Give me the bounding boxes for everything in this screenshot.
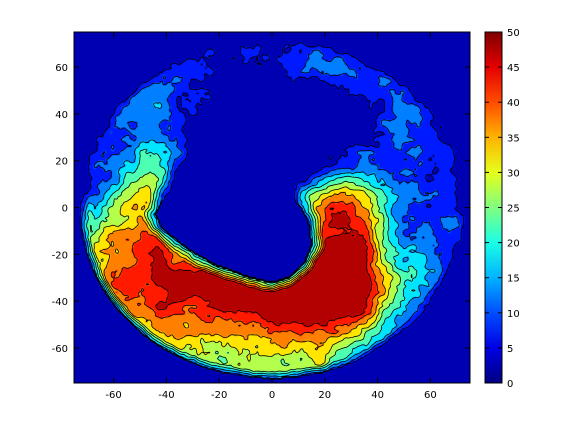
y-tick-label: -40 — [52, 297, 68, 308]
x-tick-label: 60 — [424, 390, 437, 401]
colorbar-tick-label: 0 — [507, 379, 513, 390]
contour-lines — [79, 42, 464, 380]
contour-field — [74, 32, 470, 383]
y-tick-label: 40 — [55, 110, 68, 121]
colorbar-tick-label: 35 — [507, 133, 520, 144]
colorbar-tick-label: 45 — [507, 63, 520, 74]
colorbar-tick-label: 40 — [507, 98, 520, 109]
colorbar-ticks: 0 5 10 15 20 25 30 35 40 45 50 — [485, 28, 520, 390]
x-axis-ticks: -60 -40 -20 0 20 40 60 — [105, 32, 437, 401]
y-axis-ticks: -60 -40 -20 0 20 40 60 — [52, 63, 470, 355]
y-tick-label: 20 — [55, 157, 68, 168]
y-tick-label: -60 — [52, 344, 68, 355]
colorbar-tick-label: 30 — [507, 168, 520, 179]
x-tick-label: 20 — [318, 390, 331, 401]
x-tick-label: 0 — [269, 390, 275, 401]
y-tick-label: 60 — [55, 63, 68, 74]
y-tick-label: -20 — [52, 250, 68, 261]
x-tick-label: 40 — [371, 390, 384, 401]
colorbar-tick-label: 50 — [507, 28, 520, 39]
colorbar-tick-label: 15 — [507, 274, 520, 285]
y-tick-label: 0 — [62, 204, 68, 215]
x-tick-label: -60 — [105, 390, 121, 401]
x-tick-label: -20 — [211, 390, 227, 401]
colorbar-tick-label: 10 — [507, 309, 520, 320]
colorbar-tick-label: 5 — [507, 344, 513, 355]
colorbar-tick-label: 20 — [507, 239, 520, 250]
colorbar-tick-label: 25 — [507, 204, 520, 215]
x-tick-label: -40 — [158, 390, 174, 401]
colorbar — [485, 32, 502, 383]
